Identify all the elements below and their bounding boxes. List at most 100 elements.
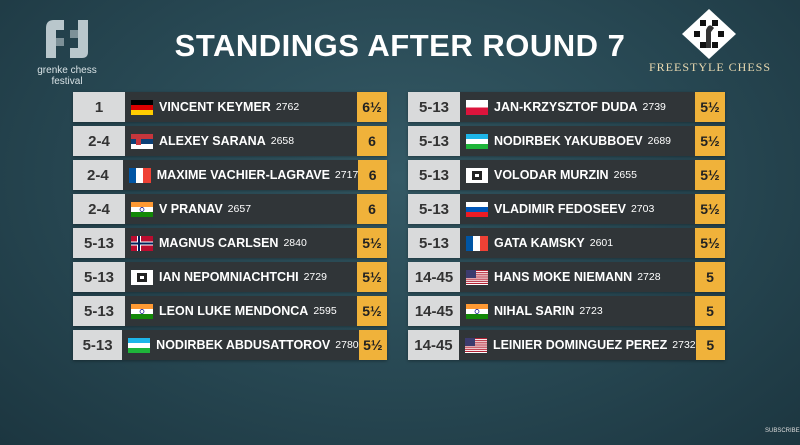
player-name: VINCENT KEYMER bbox=[159, 100, 271, 114]
player-name: NODIRBEK YAKUBBOEV bbox=[494, 134, 643, 148]
freestyle-logo: FREESTYLE CHESS bbox=[648, 60, 771, 74]
logo-line: grenke chess bbox=[37, 65, 97, 76]
standing-row: 5-13 MAGNUS CARLSEN 2840 5½ bbox=[73, 228, 387, 258]
flag bbox=[131, 269, 153, 285]
player-name: NODIRBEK ABDUSATTOROV bbox=[156, 338, 331, 352]
score: 5½ bbox=[358, 330, 387, 360]
grenke-logo: grenke chess festival bbox=[22, 18, 112, 87]
rank: 14-45 bbox=[408, 262, 460, 292]
freestyle-emblem bbox=[682, 9, 736, 59]
player-name: IAN NEPOMNIACHTCHI bbox=[159, 270, 299, 284]
flag bbox=[131, 201, 153, 217]
player-name: LEINIER DOMINGUEZ PEREZ bbox=[492, 338, 668, 352]
standing-row: 14-45 NIHAL SARIN 2723 5 bbox=[408, 296, 725, 326]
rating: 2739 bbox=[642, 101, 666, 113]
score: 6 bbox=[357, 194, 387, 224]
standing-row: 14-45 HANS MOKE NIEMANN 2728 5 bbox=[408, 262, 725, 292]
player: VOLODAR MURZIN 2655 bbox=[460, 160, 695, 190]
score: 6 bbox=[357, 126, 387, 156]
player: LEINIER DOMINGUEZ PEREZ 2732 bbox=[458, 330, 696, 360]
rank: 5-13 bbox=[408, 126, 460, 156]
standing-row: 5-13 VOLODAR MURZIN 2655 5½ bbox=[408, 160, 725, 190]
rank: 2-4 bbox=[73, 126, 125, 156]
flag bbox=[466, 201, 488, 217]
rating: 2658 bbox=[270, 135, 295, 147]
flag bbox=[131, 235, 153, 251]
score: 5½ bbox=[695, 228, 725, 258]
player: HANS MOKE NIEMANN 2728 bbox=[460, 262, 695, 292]
rank: 14-45 bbox=[408, 330, 459, 360]
score: 5½ bbox=[695, 126, 725, 156]
score: 5½ bbox=[695, 160, 725, 190]
standing-row: 5-13 JAN-KRZYSZTOF DUDA 2739 5½ bbox=[408, 92, 725, 122]
score: 6 bbox=[358, 160, 387, 190]
flag bbox=[128, 337, 151, 353]
standing-row: 14-45 LEINIER DOMINGUEZ PEREZ 2732 5 bbox=[408, 330, 725, 360]
flag bbox=[466, 269, 488, 285]
flag bbox=[466, 99, 488, 115]
rank: 5-13 bbox=[408, 92, 460, 122]
score: 5½ bbox=[357, 228, 387, 258]
player-name: GATA KAMSKY bbox=[494, 236, 585, 250]
flag bbox=[131, 133, 153, 149]
standing-row: 5-13 IAN NEPOMNIACHTCHI 2729 5½ bbox=[73, 262, 387, 292]
rating: 2657 bbox=[227, 203, 252, 215]
flag bbox=[128, 167, 151, 183]
player-name: VLADIMIR FEDOSEEV bbox=[494, 202, 626, 216]
player: NODIRBEK ABDUSATTOROV 2780 bbox=[122, 330, 359, 360]
flag bbox=[466, 235, 488, 251]
player-name: VOLODAR MURZIN bbox=[494, 168, 609, 182]
rating: 2728 bbox=[637, 271, 661, 283]
score: 5 bbox=[695, 296, 725, 326]
rank: 5-13 bbox=[73, 262, 125, 292]
player-name: HANS MOKE NIEMANN bbox=[494, 270, 633, 284]
rank: 5-13 bbox=[408, 160, 460, 190]
rank: 14-45 bbox=[408, 296, 460, 326]
standing-row: 5-13 NODIRBEK ABDUSATTOROV 2780 5½ bbox=[73, 330, 387, 360]
score: 5½ bbox=[357, 296, 387, 326]
player: V PRANAV 2657 bbox=[125, 194, 357, 224]
rating: 2689 bbox=[647, 135, 671, 147]
player-name: MAGNUS CARLSEN bbox=[159, 236, 279, 250]
player-name: JAN-KRZYSZTOF DUDA bbox=[494, 100, 638, 114]
player: NIHAL SARIN 2723 bbox=[460, 296, 695, 326]
rank: 2-4 bbox=[73, 194, 125, 224]
player-name: ALEXEY SARANA bbox=[159, 134, 266, 148]
rank: 5-13 bbox=[408, 228, 460, 258]
player: LEON LUKE MENDONCA 2595 bbox=[125, 296, 357, 326]
rating: 2723 bbox=[579, 305, 603, 317]
rating: 2840 bbox=[283, 237, 307, 249]
standing-row: 2-4 MAXIME VACHIER-LAGRAVE 2717 6 bbox=[73, 160, 387, 190]
standing-row: 1 VINCENT KEYMER 2762 6½ bbox=[73, 92, 387, 122]
flag bbox=[131, 303, 153, 319]
rating: 2780 bbox=[335, 339, 359, 351]
subscribe[interactable]: SUBSCRIBE bbox=[765, 428, 800, 434]
rank: 5-13 bbox=[408, 194, 460, 224]
standings-right: 5-13 JAN-KRZYSZTOF DUDA 2739 5½ 5-13 NODIRBEK… bbox=[408, 92, 725, 364]
score: 6½ bbox=[357, 92, 387, 122]
rank: 5-13 bbox=[73, 330, 123, 360]
standings-left: 1 VINCENT KEYMER 2762 6½ 2-4 ALEXEY SARANA 265… bbox=[73, 92, 387, 364]
score: 5 bbox=[695, 262, 725, 292]
logo-line: festival bbox=[51, 76, 83, 87]
standing-row: 5-13 GATA KAMSKY 2601 5½ bbox=[408, 228, 725, 258]
player: VINCENT KEYMER 2762 bbox=[125, 92, 357, 122]
rank: 5-13 bbox=[73, 228, 125, 258]
flag bbox=[464, 337, 487, 353]
player: VLADIMIR FEDOSEEV 2703 bbox=[460, 194, 695, 224]
score: 5½ bbox=[695, 194, 725, 224]
standing-row: 2-4 ALEXEY SARANA 2658 6 bbox=[73, 126, 387, 156]
player: MAGNUS CARLSEN 2840 bbox=[125, 228, 357, 258]
score: 5½ bbox=[695, 92, 725, 122]
rating: 2595 bbox=[313, 305, 337, 317]
player-name: MAXIME VACHIER-LAGRAVE bbox=[156, 168, 330, 182]
player: JAN-KRZYSZTOF DUDA 2739 bbox=[460, 92, 695, 122]
rating: 2655 bbox=[613, 169, 637, 181]
logo-icon bbox=[46, 20, 88, 58]
player-name: LEON LUKE MENDONCA bbox=[159, 304, 309, 318]
flag bbox=[131, 99, 153, 115]
flag bbox=[466, 167, 488, 183]
rating: 2762 bbox=[275, 101, 300, 113]
rank: 2-4 bbox=[73, 160, 123, 190]
